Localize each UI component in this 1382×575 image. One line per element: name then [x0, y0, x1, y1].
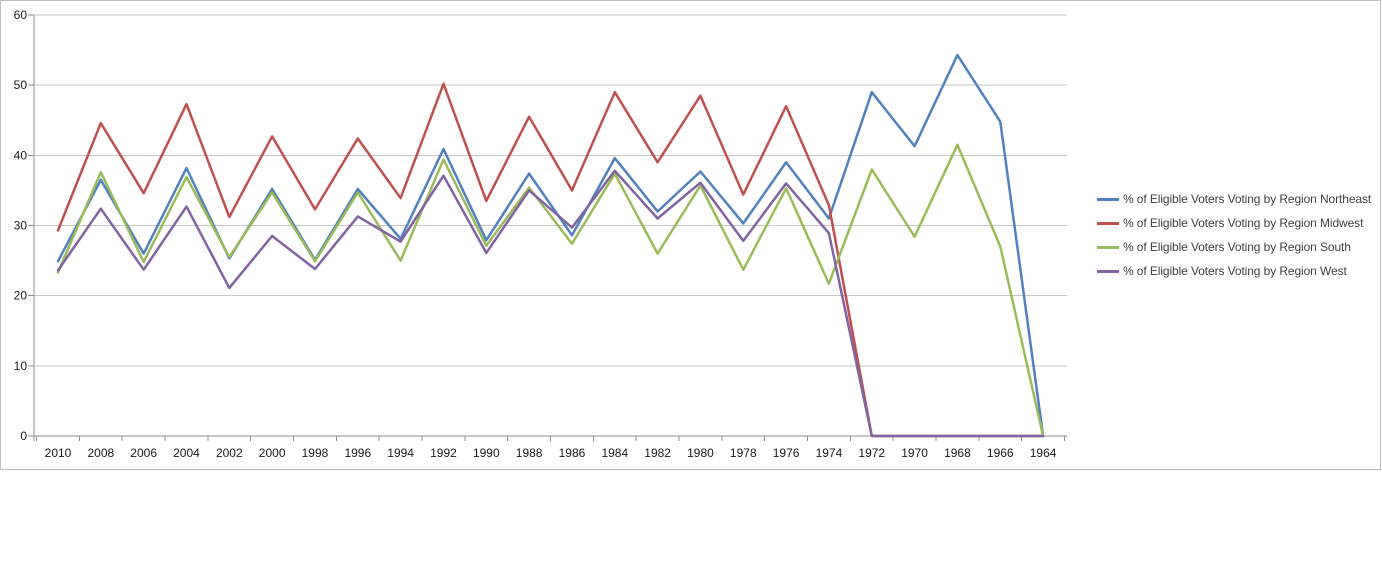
legend-swatch-south [1097, 245, 1119, 249]
x-tick-label: 2006 [130, 446, 157, 460]
x-tick-label: 1992 [430, 446, 457, 460]
x-tick-label: 1972 [858, 446, 885, 460]
x-tick-label: 2000 [259, 446, 286, 460]
x-tick-label: 1982 [644, 446, 671, 460]
line-series-west[interactable] [56, 169, 1045, 438]
x-tick-label: 2004 [173, 446, 200, 460]
x-tick-label: 1988 [516, 446, 543, 460]
y-tick-label: 10 [14, 359, 28, 373]
x-tick-label: 1964 [1030, 446, 1057, 460]
y-tick-label: 0 [20, 429, 27, 443]
x-tick-label: 1966 [987, 446, 1014, 460]
legend-item-midwest[interactable]: % of Eligible Voters Voting by Region Mi… [1097, 211, 1371, 235]
legend-swatch-west [1097, 269, 1119, 273]
legend-label-south: % of Eligible Voters Voting by Region So… [1123, 240, 1351, 254]
line-series-south[interactable] [56, 143, 1045, 438]
x-tick-label: 2002 [216, 446, 243, 460]
chart-frame[interactable]: 0 10 20 30 40 50 60 2010 2008 2006 2004 2002 2000 19… [0, 0, 1381, 470]
y-tick-label: 60 [14, 8, 28, 22]
legend-item-south[interactable]: % of Eligible Voters Voting by Region So… [1097, 235, 1371, 259]
x-tick-label: 2010 [45, 446, 72, 460]
x-tick-label: 1990 [473, 446, 500, 460]
x-tick-label: 1994 [387, 446, 414, 460]
x-axis-labels: 2010 2008 2006 2004 2002 2000 1998 1996 1994 1992… [45, 446, 1057, 460]
x-tick-label: 1968 [944, 446, 971, 460]
x-tick-label: 1978 [730, 446, 757, 460]
x-tick-label: 1980 [687, 446, 714, 460]
x-tick-label: 2008 [87, 446, 114, 460]
legend-swatch-midwest [1097, 221, 1119, 225]
y-tick-label: 50 [14, 78, 28, 92]
x-tick-label: 1970 [901, 446, 928, 460]
x-tick-label: 1996 [344, 446, 371, 460]
legend-label-northeast: % of Eligible Voters Voting by Region No… [1123, 192, 1372, 206]
legend-item-west[interactable]: % of Eligible Voters Voting by Region We… [1097, 259, 1371, 283]
line-series-midwest[interactable] [56, 82, 1045, 438]
legend-item-northeast[interactable]: % of Eligible Voters Voting by Region No… [1097, 187, 1371, 211]
x-tick-label: 1998 [302, 446, 329, 460]
chart-plot: 0 10 20 30 40 50 60 2010 2008 2006 2004 2002 2000 19… [14, 8, 1067, 460]
legend-swatch-northeast [1097, 197, 1119, 201]
x-tick-label: 1984 [601, 446, 628, 460]
x-tick-label: 1976 [773, 446, 800, 460]
axes [28, 14, 1067, 441]
legend: % of Eligible Voters Voting by Region No… [1097, 187, 1371, 283]
legend-label-midwest: % of Eligible Voters Voting by Region Mi… [1123, 216, 1364, 230]
x-tick-label: 1986 [559, 446, 586, 460]
x-tick-label: 1974 [816, 446, 843, 460]
y-tick-label: 30 [14, 218, 28, 232]
y-tick-label: 40 [14, 148, 28, 162]
gridlines [34, 14, 1067, 367]
legend-label-west: % of Eligible Voters Voting by Region We… [1123, 264, 1347, 278]
y-axis-labels: 0 10 20 30 40 50 60 [14, 8, 28, 443]
y-tick-label: 20 [14, 289, 28, 303]
